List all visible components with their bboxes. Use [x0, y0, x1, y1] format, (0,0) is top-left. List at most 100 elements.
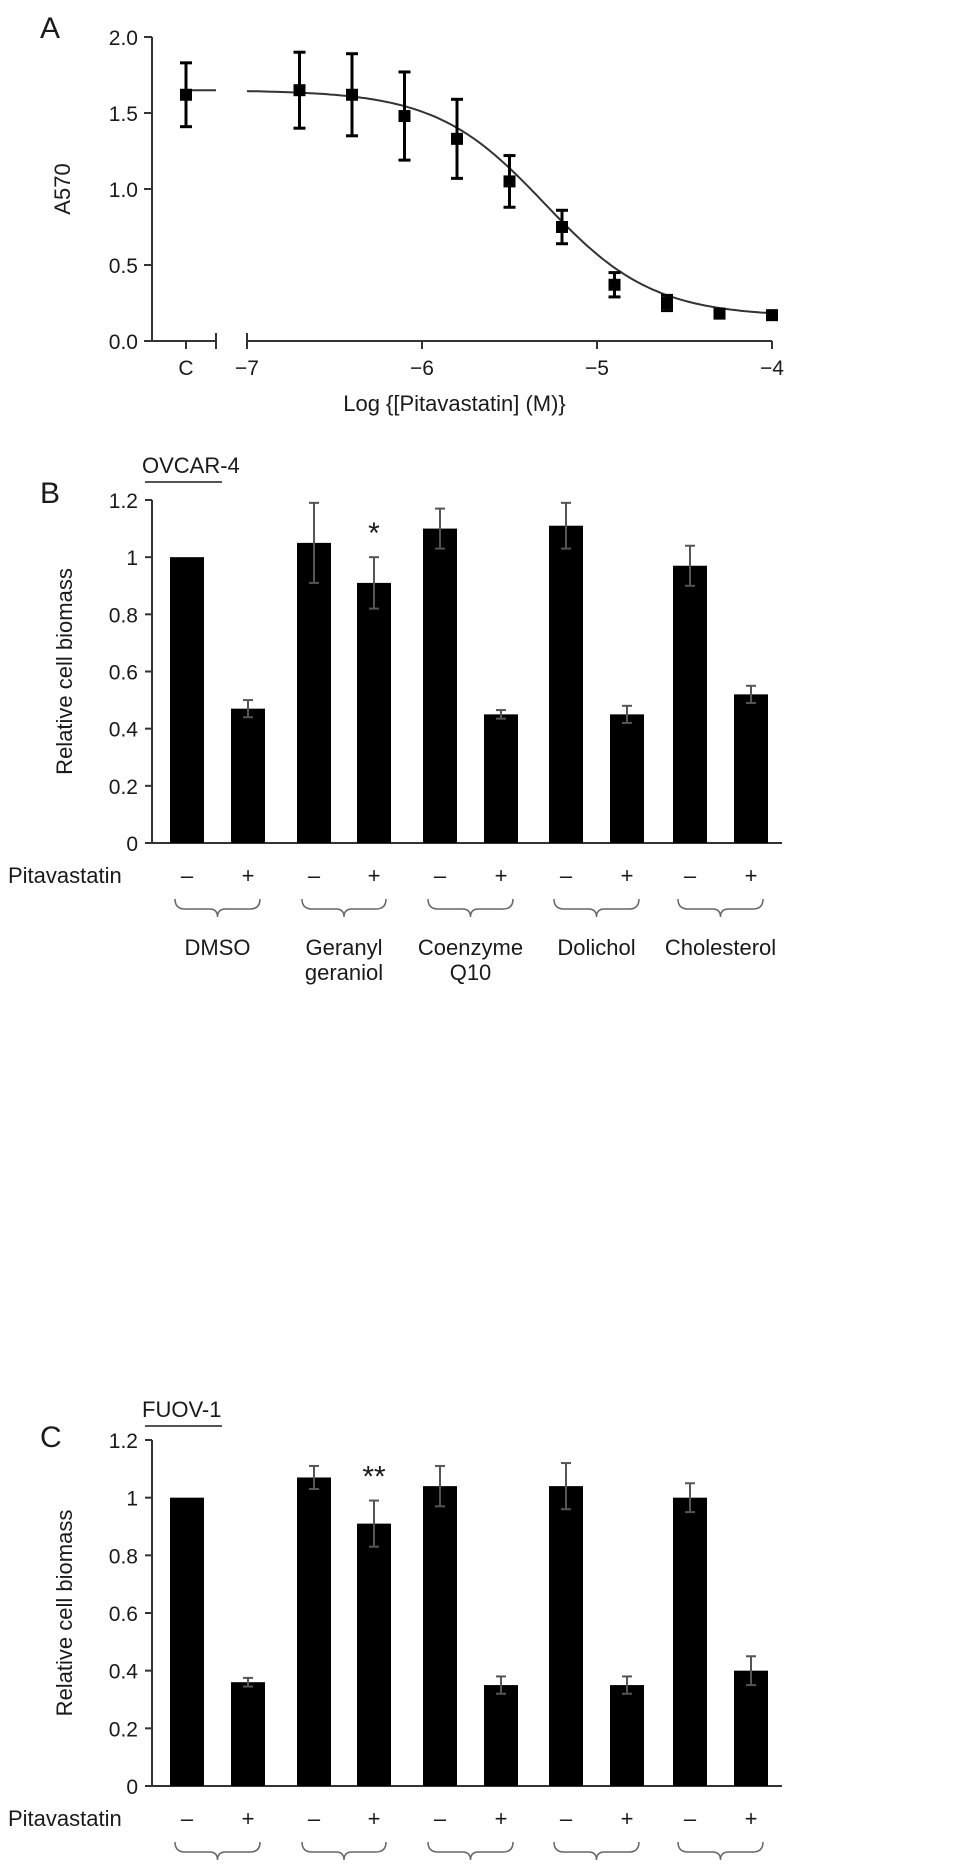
panel-label-a: A: [40, 12, 60, 45]
treatment-sign: –: [434, 863, 447, 888]
bar: [610, 714, 644, 843]
x-tick-label: −4: [760, 357, 784, 380]
bar: [734, 694, 768, 843]
treatment-sign: –: [308, 863, 321, 888]
significance-marker: **: [362, 1461, 386, 1494]
bar: [610, 1685, 644, 1786]
group-brace: [301, 898, 387, 918]
treatment-sign: +: [368, 863, 381, 888]
panel-label-c: C: [40, 1421, 62, 1454]
treatment-sign: +: [621, 1806, 634, 1831]
data-point: [451, 132, 463, 145]
treatment-sign: +: [242, 863, 255, 888]
control-point: [180, 88, 192, 101]
group-brace: [553, 1841, 640, 1861]
bar: [734, 1670, 768, 1786]
y-tick-label: 0.6: [109, 1603, 138, 1626]
bar: [673, 565, 707, 843]
treatment-sign: +: [495, 1806, 508, 1831]
bar: [231, 1682, 265, 1786]
bar: [170, 1497, 204, 1786]
bar: [170, 557, 204, 843]
group-label: Dolichol: [557, 935, 635, 960]
y-tick-label: 0.5: [109, 255, 138, 278]
bar: [231, 708, 265, 843]
panel-c-bar-chart: FUOV-1 0 0.2 0.4 0.6 0.8 1 1.2 Relative cell bio…: [8, 1397, 782, 1861]
bar: [423, 528, 457, 843]
group-brace: [677, 1841, 764, 1861]
treatment-sign: –: [434, 1806, 447, 1831]
y-tick-label: 0.8: [109, 1545, 138, 1568]
y-tick-label: 0.2: [109, 1718, 138, 1741]
y-tick-label: 1.2: [109, 1430, 138, 1453]
y-tick-label: 0.2: [109, 776, 138, 799]
group-label: geraniol: [305, 960, 383, 985]
treatment-sign: –: [308, 1806, 321, 1831]
group-label: Q10: [450, 960, 492, 985]
data-point: [293, 84, 306, 97]
cell-line-title: FUOV-1: [142, 1397, 221, 1422]
group-brace: [427, 898, 514, 918]
y-axis-label: Relative cell biomass: [52, 1510, 77, 1717]
data-point: [713, 307, 726, 320]
treatment-sign: –: [560, 863, 573, 888]
y-tick-label: 1.0: [109, 179, 138, 202]
y-tick-label: 0.8: [109, 604, 138, 627]
bar: [673, 1497, 707, 1786]
group-label: Coenzyme: [418, 935, 523, 960]
y-tick-label: 1.2: [109, 490, 138, 513]
bar: [357, 1523, 391, 1786]
y-tick-label: 0.4: [109, 1661, 139, 1684]
treatment-sign: +: [242, 1806, 255, 1831]
bar: [549, 525, 583, 843]
panel-a-dose-response: 0.0 0.5 1.0 1.5 2.0 A570 C −7 −6 −5 −4 Log {[Pitava…: [50, 27, 784, 416]
y-tick-label: 0.4: [109, 719, 139, 742]
group-brace: [677, 898, 764, 918]
treatment-sign: +: [495, 863, 508, 888]
pitavastatin-row-label: Pitavastatin: [8, 1806, 122, 1831]
panel-b-bar-chart: OVCAR-4 0 0.2 0.4 0.6 0.8 1 1.2 Relative cell bi…: [8, 453, 782, 985]
y-tick-label: 1.5: [109, 103, 138, 126]
bar: [484, 1685, 518, 1786]
y-tick-label: 1: [126, 547, 138, 570]
bar: [484, 714, 518, 843]
significance-marker: *: [368, 517, 380, 550]
data-point: [398, 110, 411, 123]
y-axis-label: A570: [50, 163, 75, 214]
treatment-sign: –: [684, 1806, 697, 1831]
treatment-sign: –: [684, 863, 697, 888]
y-tick-label: 0.0: [109, 331, 138, 354]
y-tick-label: 1: [126, 1488, 138, 1511]
y-tick-label: 0: [126, 833, 138, 856]
cell-line-title: OVCAR-4: [142, 453, 240, 478]
bar: [423, 1486, 457, 1786]
group-brace: [553, 898, 640, 918]
group-brace: [427, 1841, 514, 1861]
bar: [549, 1486, 583, 1786]
treatment-sign: +: [621, 863, 634, 888]
x-tick-label: −6: [410, 357, 434, 380]
group-label: Geranyl: [305, 935, 382, 960]
group-label: DMSO: [185, 935, 251, 960]
data-point: [608, 278, 621, 291]
pitavastatin-row-label: Pitavastatin: [8, 863, 122, 888]
x-tick-label: −5: [585, 357, 609, 380]
x-tick-label-control: C: [178, 357, 193, 380]
y-tick-label: 2.0: [109, 27, 138, 50]
bar: [357, 582, 391, 843]
bar: [297, 542, 331, 843]
treatment-sign: –: [181, 1806, 194, 1831]
y-axis-label: Relative cell biomass: [52, 568, 77, 775]
treatment-sign: –: [181, 863, 194, 888]
y-tick-label: 0.6: [109, 662, 138, 685]
treatment-sign: –: [560, 1806, 573, 1831]
treatment-sign: +: [745, 863, 758, 888]
group-label: Cholesterol: [665, 935, 776, 960]
y-tick-label: 0: [126, 1776, 138, 1799]
panel-label-b: B: [40, 477, 60, 510]
group-brace: [174, 898, 261, 918]
x-tick-label: −7: [235, 357, 259, 380]
treatment-sign: +: [745, 1806, 758, 1831]
data-point: [766, 309, 778, 322]
